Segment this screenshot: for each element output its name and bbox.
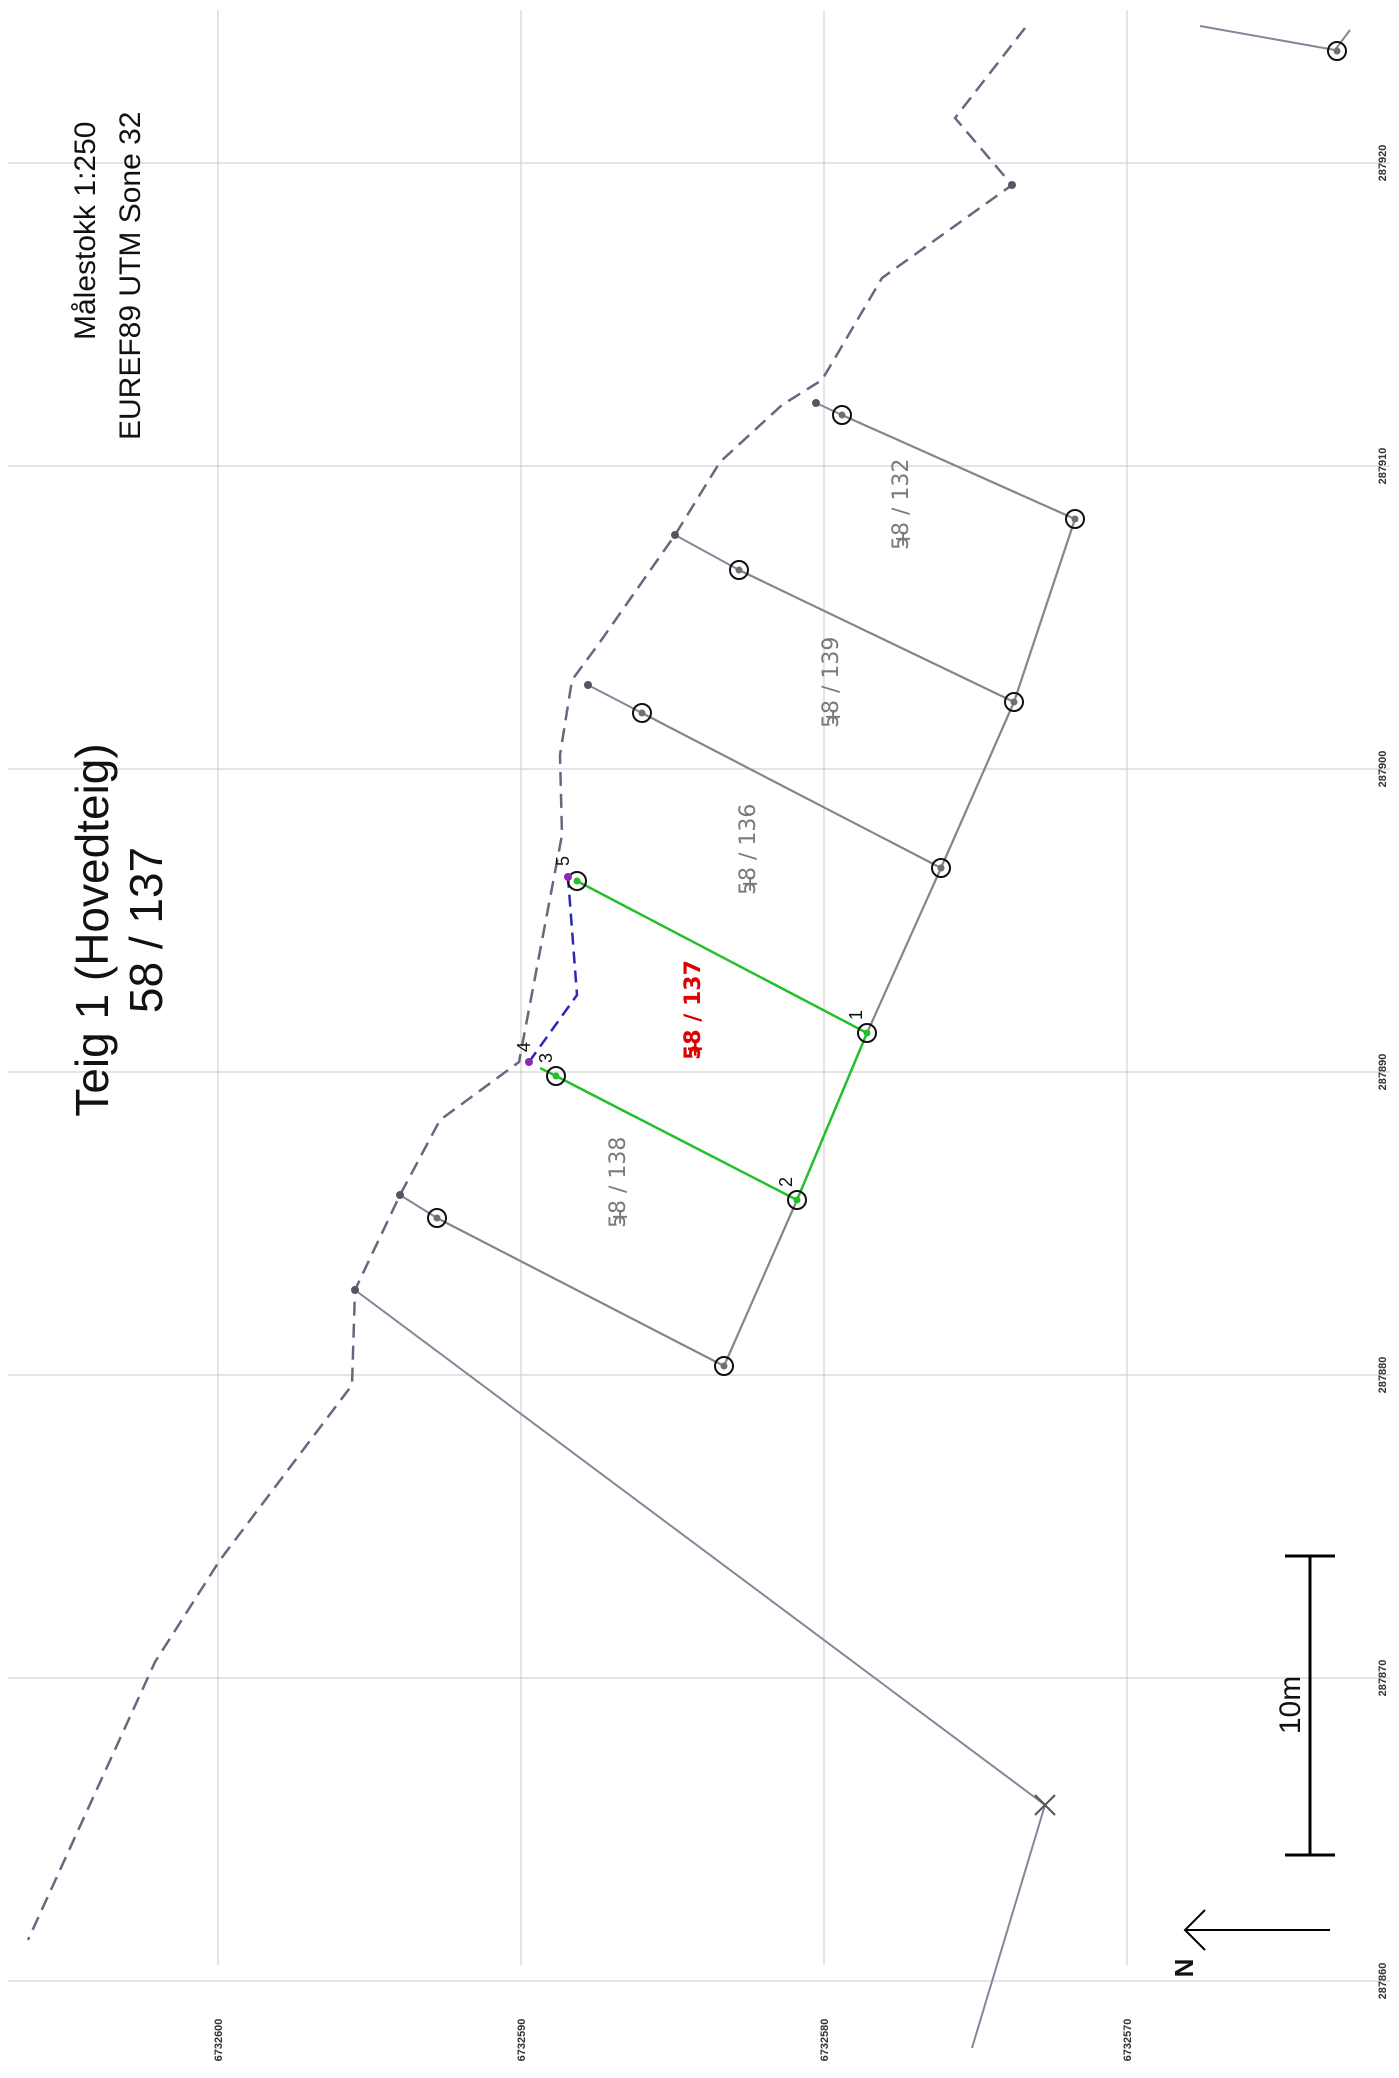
monument-marker	[857, 1023, 877, 1043]
northing-label: 6732580	[819, 2019, 831, 2062]
parcel-label-58-139: 58 / 139	[819, 637, 844, 728]
point-number-4: 4	[514, 1042, 534, 1052]
easting-label: 287880	[1377, 1357, 1389, 1394]
point-number-2: 2	[776, 1177, 796, 1187]
long-boundary-line	[1334, 29, 1351, 51]
easting-label: 287860	[1377, 1963, 1389, 2000]
connector-line	[815, 402, 843, 416]
point-numbers: 1 2 3 4 5	[514, 856, 866, 1187]
easting-label: 287910	[1377, 448, 1389, 485]
scale-bar-label: 10m	[1274, 1676, 1307, 1734]
easting-label: 287900	[1377, 751, 1389, 788]
scale-bar	[1285, 1554, 1335, 1857]
northing-label: 6732570	[1122, 2019, 1134, 2062]
neighbour-parcel-lines	[436, 413, 1077, 1367]
boundary-dots	[351, 181, 1016, 1294]
monument-marker	[427, 1208, 447, 1228]
connector-line	[674, 534, 740, 571]
monument-marker	[1327, 41, 1347, 61]
north-arrow-label: N	[1169, 1959, 1199, 1978]
dashed-boundary-line	[26, 27, 1026, 1941]
scale-info: Målestokk 1:250 EUREF89 UTM Sone 32	[69, 112, 147, 440]
connector-line	[587, 684, 643, 714]
parcel-label-58-138: 58 / 138	[606, 1137, 631, 1228]
monument-marker	[931, 858, 951, 878]
long-boundary-line	[354, 1289, 1046, 1806]
boundary-point	[812, 399, 820, 407]
blue-dashed-segment	[527, 876, 579, 1063]
easting-label: 287890	[1377, 1054, 1389, 1091]
boundary-point	[1008, 181, 1016, 189]
grid	[8, 10, 1390, 1982]
northing-label: 6732600	[213, 2019, 225, 2062]
parcel-plus: +	[608, 1208, 633, 1226]
parcel-id-title: 58 / 137	[120, 847, 172, 1013]
cross-marker	[1034, 1794, 1056, 1816]
scale-text: Målestokk 1:250	[69, 122, 102, 340]
map-title: Teig 1 (Hovedteig)	[66, 743, 118, 1116]
parcel-plus: +	[738, 875, 763, 893]
boundary-point	[351, 1286, 359, 1294]
northing-label: 6732590	[516, 2019, 528, 2062]
monument-marker	[832, 405, 852, 425]
northing-labels: 6732600 6732590 6732580 6732570	[213, 2019, 1134, 2062]
boundary-point	[584, 681, 592, 689]
connector-line	[399, 1194, 438, 1219]
point-number-1: 1	[846, 1010, 866, 1020]
boundary-point	[671, 531, 679, 539]
title-block: Teig 1 (Hovedteig) 58 / 137	[66, 743, 172, 1116]
point-number-3: 3	[536, 1053, 556, 1063]
parcel-labels: 58 / 132 + 58 / 139 + 58 / 136 + 58 / 13…	[606, 459, 916, 1228]
monument-markers	[427, 41, 1347, 1376]
long-boundary-line	[1199, 25, 1336, 51]
boundary-point	[396, 1191, 404, 1199]
easting-label: 287920	[1377, 145, 1389, 182]
long-boundary-line	[971, 1804, 1046, 2049]
parcel-label-58-137: 58 / 137	[681, 960, 706, 1060]
purple-point	[525, 1058, 533, 1066]
monument-marker	[729, 560, 749, 580]
north-arrow: N	[1169, 1909, 1330, 1978]
monument-marker	[1065, 509, 1085, 529]
monument-marker	[546, 1066, 566, 1086]
parcel-plus-main: +	[683, 1040, 708, 1058]
monument-marker	[714, 1356, 734, 1376]
parcel-plus: +	[891, 530, 916, 548]
purple-point	[564, 873, 572, 881]
point-number-5: 5	[553, 856, 573, 866]
monument-marker	[632, 703, 652, 723]
easting-label: 287870	[1377, 1660, 1389, 1697]
easting-labels: 287920 287910 287900 287890 287880 28787…	[1377, 145, 1389, 2000]
parcel-label-58-132: 58 / 132	[889, 459, 914, 550]
parcel-plus: +	[821, 708, 846, 726]
monument-marker	[1004, 692, 1024, 712]
crs-text: EUREF89 UTM Sone 32	[114, 112, 147, 440]
monument-marker	[787, 1190, 807, 1210]
parcel-label-58-136: 58 / 136	[736, 804, 761, 895]
